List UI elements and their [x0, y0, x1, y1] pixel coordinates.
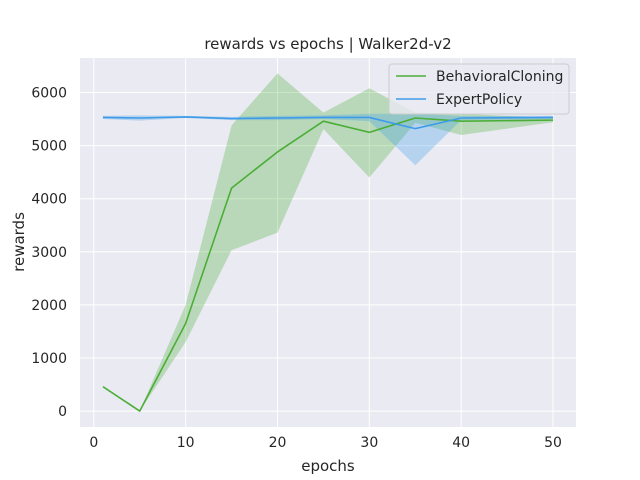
legend-label-behavioral-cloning: BehavioralCloning — [436, 69, 563, 85]
y-tick-label: 3000 — [31, 245, 67, 261]
y-tick-label: 2000 — [31, 298, 67, 314]
legend-box — [388, 63, 570, 115]
y-tick-label: 5000 — [31, 139, 67, 155]
y-tick-label: 6000 — [31, 86, 67, 102]
chart-title: rewards vs epochs | Walker2d-v2 — [204, 35, 451, 53]
x-tick-label: 30 — [360, 435, 378, 451]
x-axis-label: epochs — [301, 457, 355, 475]
y-axis-label: rewards — [10, 212, 28, 272]
y-tick-label: 1000 — [31, 351, 67, 367]
y-tick-label: 4000 — [31, 192, 67, 208]
grid-lines — [80, 58, 576, 427]
series-line-expert-policy — [102, 116, 554, 130]
x-tick-labels: 0 10 20 30 40 50 — [89, 435, 562, 451]
series-line-behavioral-cloning — [102, 117, 554, 412]
legend-label-expert-policy: ExpertPolicy — [436, 92, 522, 108]
x-tick-label: 10 — [177, 435, 195, 451]
x-tick-label: 40 — [452, 435, 470, 451]
x-tick-label: 50 — [544, 435, 562, 451]
x-tick-label: 0 — [89, 435, 98, 451]
y-tick-labels: 0 1000 2000 3000 4000 5000 6000 — [31, 86, 67, 421]
series-lines — [102, 116, 554, 412]
plot-background — [80, 58, 576, 427]
legend: BehavioralCloning ExpertPolicy — [388, 63, 570, 115]
y-tick-label: 0 — [58, 404, 67, 420]
confidence-bands — [102, 73, 554, 412]
x-tick-label: 20 — [269, 435, 287, 451]
band-expert-policy — [102, 113, 554, 166]
